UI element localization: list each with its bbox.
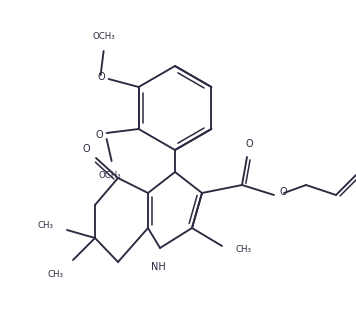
Text: O: O: [97, 72, 105, 82]
Text: CH₃: CH₃: [236, 245, 252, 255]
Text: O: O: [82, 144, 90, 154]
Text: O: O: [95, 130, 103, 140]
Text: O: O: [245, 139, 253, 149]
Text: O: O: [279, 187, 287, 197]
Text: NH: NH: [151, 262, 166, 272]
Text: CH₃: CH₃: [37, 221, 53, 231]
Text: OCH₃: OCH₃: [92, 32, 115, 41]
Text: OCH₃: OCH₃: [98, 171, 121, 180]
Text: CH₃: CH₃: [47, 270, 63, 279]
